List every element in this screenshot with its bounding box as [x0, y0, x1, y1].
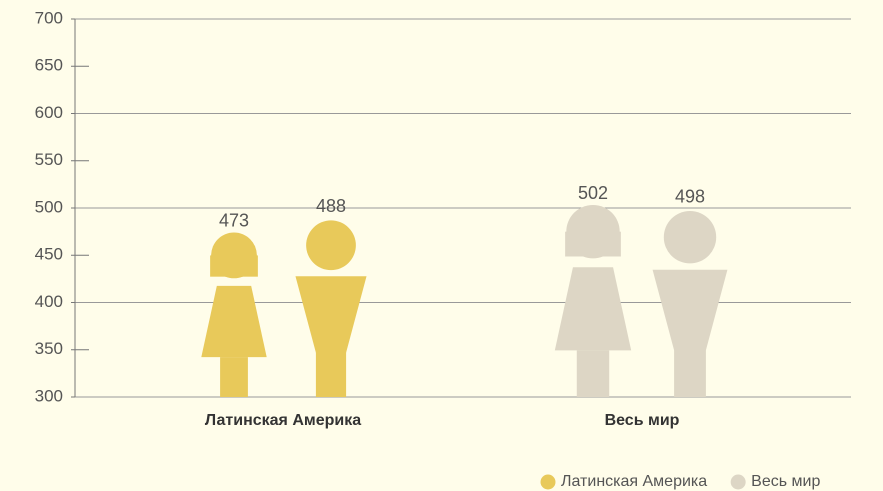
legs	[315, 352, 347, 397]
female-figure	[554, 204, 632, 397]
data-label: 473	[219, 210, 249, 230]
legend-swatch	[730, 474, 746, 490]
legs	[576, 350, 610, 397]
male-figure	[295, 220, 367, 397]
y-tick-label: 450	[35, 245, 63, 264]
y-tick-label: 300	[35, 386, 63, 405]
hair	[210, 255, 258, 277]
dress	[201, 285, 267, 358]
y-tick-label: 700	[35, 8, 63, 27]
y-tick-label: 650	[35, 56, 63, 75]
x-tick-label: Латинская Америка	[205, 412, 361, 429]
torso	[652, 269, 728, 351]
legend-label: Латинская Америка	[561, 473, 707, 490]
head	[306, 220, 356, 271]
torso	[295, 276, 367, 353]
x-tick-label: Весь мир	[605, 412, 680, 429]
male-figure	[652, 211, 728, 397]
y-tick-label: 500	[35, 197, 63, 216]
female-figure	[201, 232, 267, 397]
dress	[554, 267, 632, 351]
data-label: 502	[578, 183, 608, 203]
legend-swatch	[540, 474, 556, 490]
y-tick-label: 550	[35, 150, 63, 169]
y-tick-label: 400	[35, 292, 63, 311]
legs	[674, 349, 706, 397]
hair	[565, 231, 621, 257]
legs	[220, 357, 248, 397]
y-tick-label: 350	[35, 339, 63, 358]
head	[663, 211, 717, 264]
data-label: 498	[675, 187, 705, 207]
data-label: 488	[316, 196, 346, 216]
legend-label: Весь мир	[751, 473, 820, 490]
y-tick-label: 600	[35, 103, 63, 122]
